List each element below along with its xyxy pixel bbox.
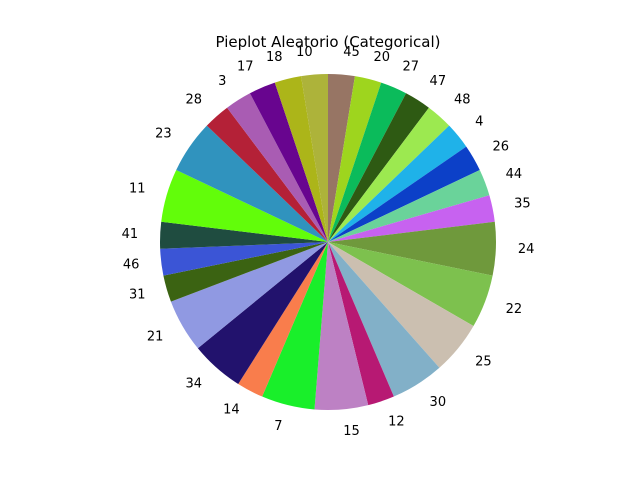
slice-label-25: 25 (475, 355, 492, 370)
pie-slice-11 (161, 169, 328, 242)
pie-slice-48 (328, 107, 450, 242)
pie-slice-44 (328, 169, 490, 242)
slice-label-7: 7 (274, 419, 282, 434)
slice-label-11: 11 (129, 182, 146, 197)
pie-slice-31 (163, 242, 328, 302)
pie-slice-25 (328, 242, 474, 368)
slice-label-41: 41 (122, 227, 139, 242)
slice-label-27: 27 (402, 60, 419, 75)
pie-slice-18 (274, 76, 328, 243)
pie-slice-26 (328, 146, 480, 242)
slice-label-28: 28 (185, 92, 202, 107)
pie-slice-35 (328, 195, 495, 242)
pie-slice-7 (262, 242, 328, 410)
slice-label-4: 4 (475, 114, 483, 129)
chart-title: Pieplot Aleatorio (Categorical) (215, 33, 441, 51)
pie-slice-20 (328, 76, 382, 243)
pie-slice-34 (197, 242, 328, 384)
slice-label-18: 18 (266, 50, 283, 65)
slice-label-44: 44 (506, 167, 523, 182)
slice-label-45: 45 (343, 45, 360, 60)
pie-slice-4 (328, 125, 467, 242)
pie-slice-41 (160, 221, 328, 249)
slice-label-23: 23 (155, 127, 172, 142)
pie-slice-28 (206, 107, 328, 242)
slice-label-48: 48 (454, 92, 471, 107)
pie-slice-17 (249, 82, 328, 243)
slice-label-15: 15 (343, 424, 360, 439)
slice-label-22: 22 (506, 302, 523, 317)
pie-slice-3 (227, 93, 328, 243)
slice-label-3: 3 (218, 74, 226, 89)
pie-slice-10 (301, 74, 328, 242)
pie-slice-45 (328, 74, 355, 242)
slice-label-34: 34 (185, 377, 202, 392)
slice-label-12: 12 (388, 415, 405, 430)
pie-slice-21 (170, 242, 328, 349)
slice-label-31: 31 (129, 287, 146, 302)
pie-slice-30 (328, 242, 440, 397)
pie-slice-15 (314, 242, 369, 411)
pie-slice-47 (328, 93, 429, 243)
pie-slice-27 (328, 82, 407, 243)
pie-slice-14 (238, 242, 328, 397)
slice-label-30: 30 (430, 395, 447, 410)
slice-label-24: 24 (518, 242, 535, 257)
pie-slice-23 (176, 125, 328, 242)
slice-label-47: 47 (430, 74, 447, 89)
slice-label-35: 35 (514, 197, 531, 212)
slice-label-10: 10 (296, 45, 313, 60)
slice-label-26: 26 (493, 140, 510, 155)
slice-label-20: 20 (373, 50, 390, 65)
slice-label-14: 14 (223, 403, 240, 418)
pie-slice-22 (328, 242, 493, 326)
slice-label-21: 21 (147, 330, 164, 345)
pie-slice-46 (160, 242, 328, 276)
slice-label-46: 46 (123, 257, 140, 272)
slice-label-17: 17 (237, 60, 254, 75)
pie-slice-12 (328, 242, 394, 406)
pie-slice-24 (328, 221, 497, 276)
